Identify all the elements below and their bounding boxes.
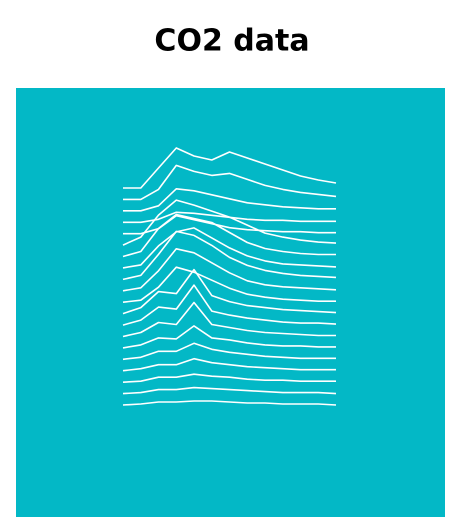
ridge-line <box>122 266 336 303</box>
ridge-line <box>123 188 336 212</box>
ridge-line <box>123 147 337 189</box>
chart-title: CO2 data <box>154 24 309 59</box>
ridge-line <box>122 284 337 326</box>
ridge-line <box>122 230 337 281</box>
ridge-line <box>123 164 337 201</box>
ridge-line <box>122 301 336 338</box>
ridge-line <box>122 268 337 315</box>
ridge-line <box>122 199 337 246</box>
ridge-line <box>122 325 336 349</box>
ridge-line <box>122 386 337 395</box>
ridge-line <box>122 357 336 372</box>
ridge-line <box>122 373 336 383</box>
ridge-line <box>122 213 336 258</box>
ridge-line <box>122 227 337 269</box>
ridge-line <box>122 248 337 292</box>
ridge-line <box>122 342 336 361</box>
ridge-line <box>122 400 337 406</box>
